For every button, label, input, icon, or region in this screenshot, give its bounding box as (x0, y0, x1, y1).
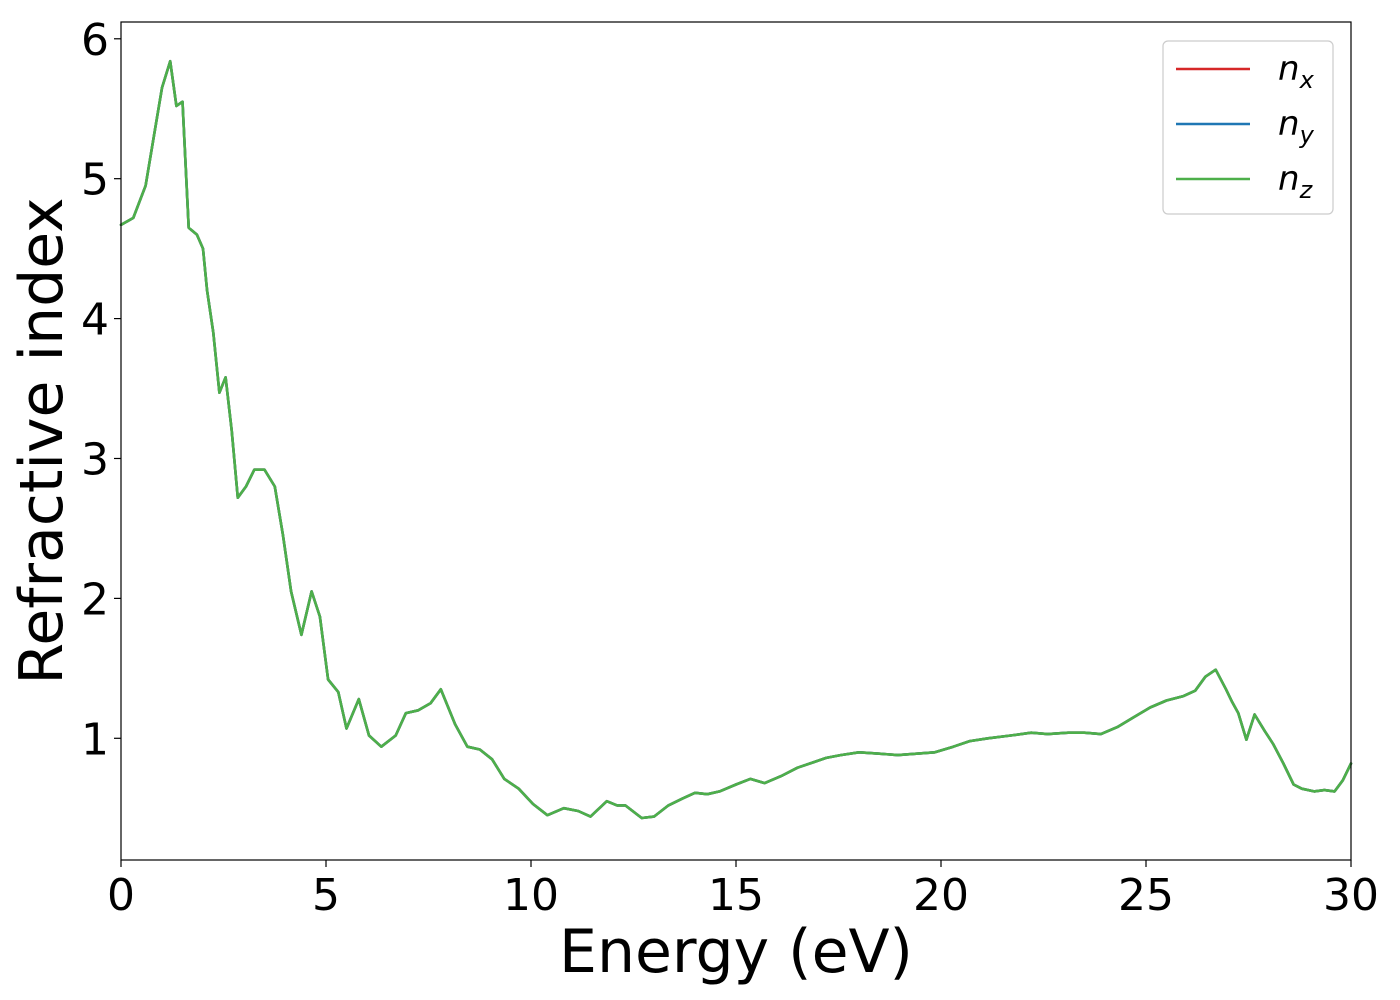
y-tick-label: 3 (81, 434, 109, 485)
y-tick-label: 1 (81, 714, 109, 765)
y-tick-label: 5 (81, 155, 109, 206)
x-axis: 0 5 10 15 20 25 30 (107, 860, 1379, 921)
x-tick-label: 20 (913, 870, 969, 921)
x-tick-label: 30 (1323, 870, 1379, 921)
y-tick-label: 6 (81, 15, 109, 66)
plot-area-background (121, 22, 1351, 860)
x-tick-label: 0 (107, 870, 135, 921)
x-tick-label: 25 (1118, 870, 1174, 921)
x-tick-label: 15 (708, 870, 764, 921)
y-axis: 1 2 3 4 5 6 (81, 15, 121, 765)
x-axis-title: Energy (eV) (559, 917, 913, 987)
series-group (119, 59, 1353, 820)
series-line-n-z (119, 59, 1353, 820)
y-tick-label: 4 (81, 295, 109, 346)
x-tick-label: 5 (312, 870, 340, 921)
y-tick-label: 2 (81, 574, 109, 625)
x-tick-label: 10 (503, 870, 559, 921)
legend-frame (1162, 40, 1334, 215)
y-axis-title: Refractive index (7, 197, 77, 684)
